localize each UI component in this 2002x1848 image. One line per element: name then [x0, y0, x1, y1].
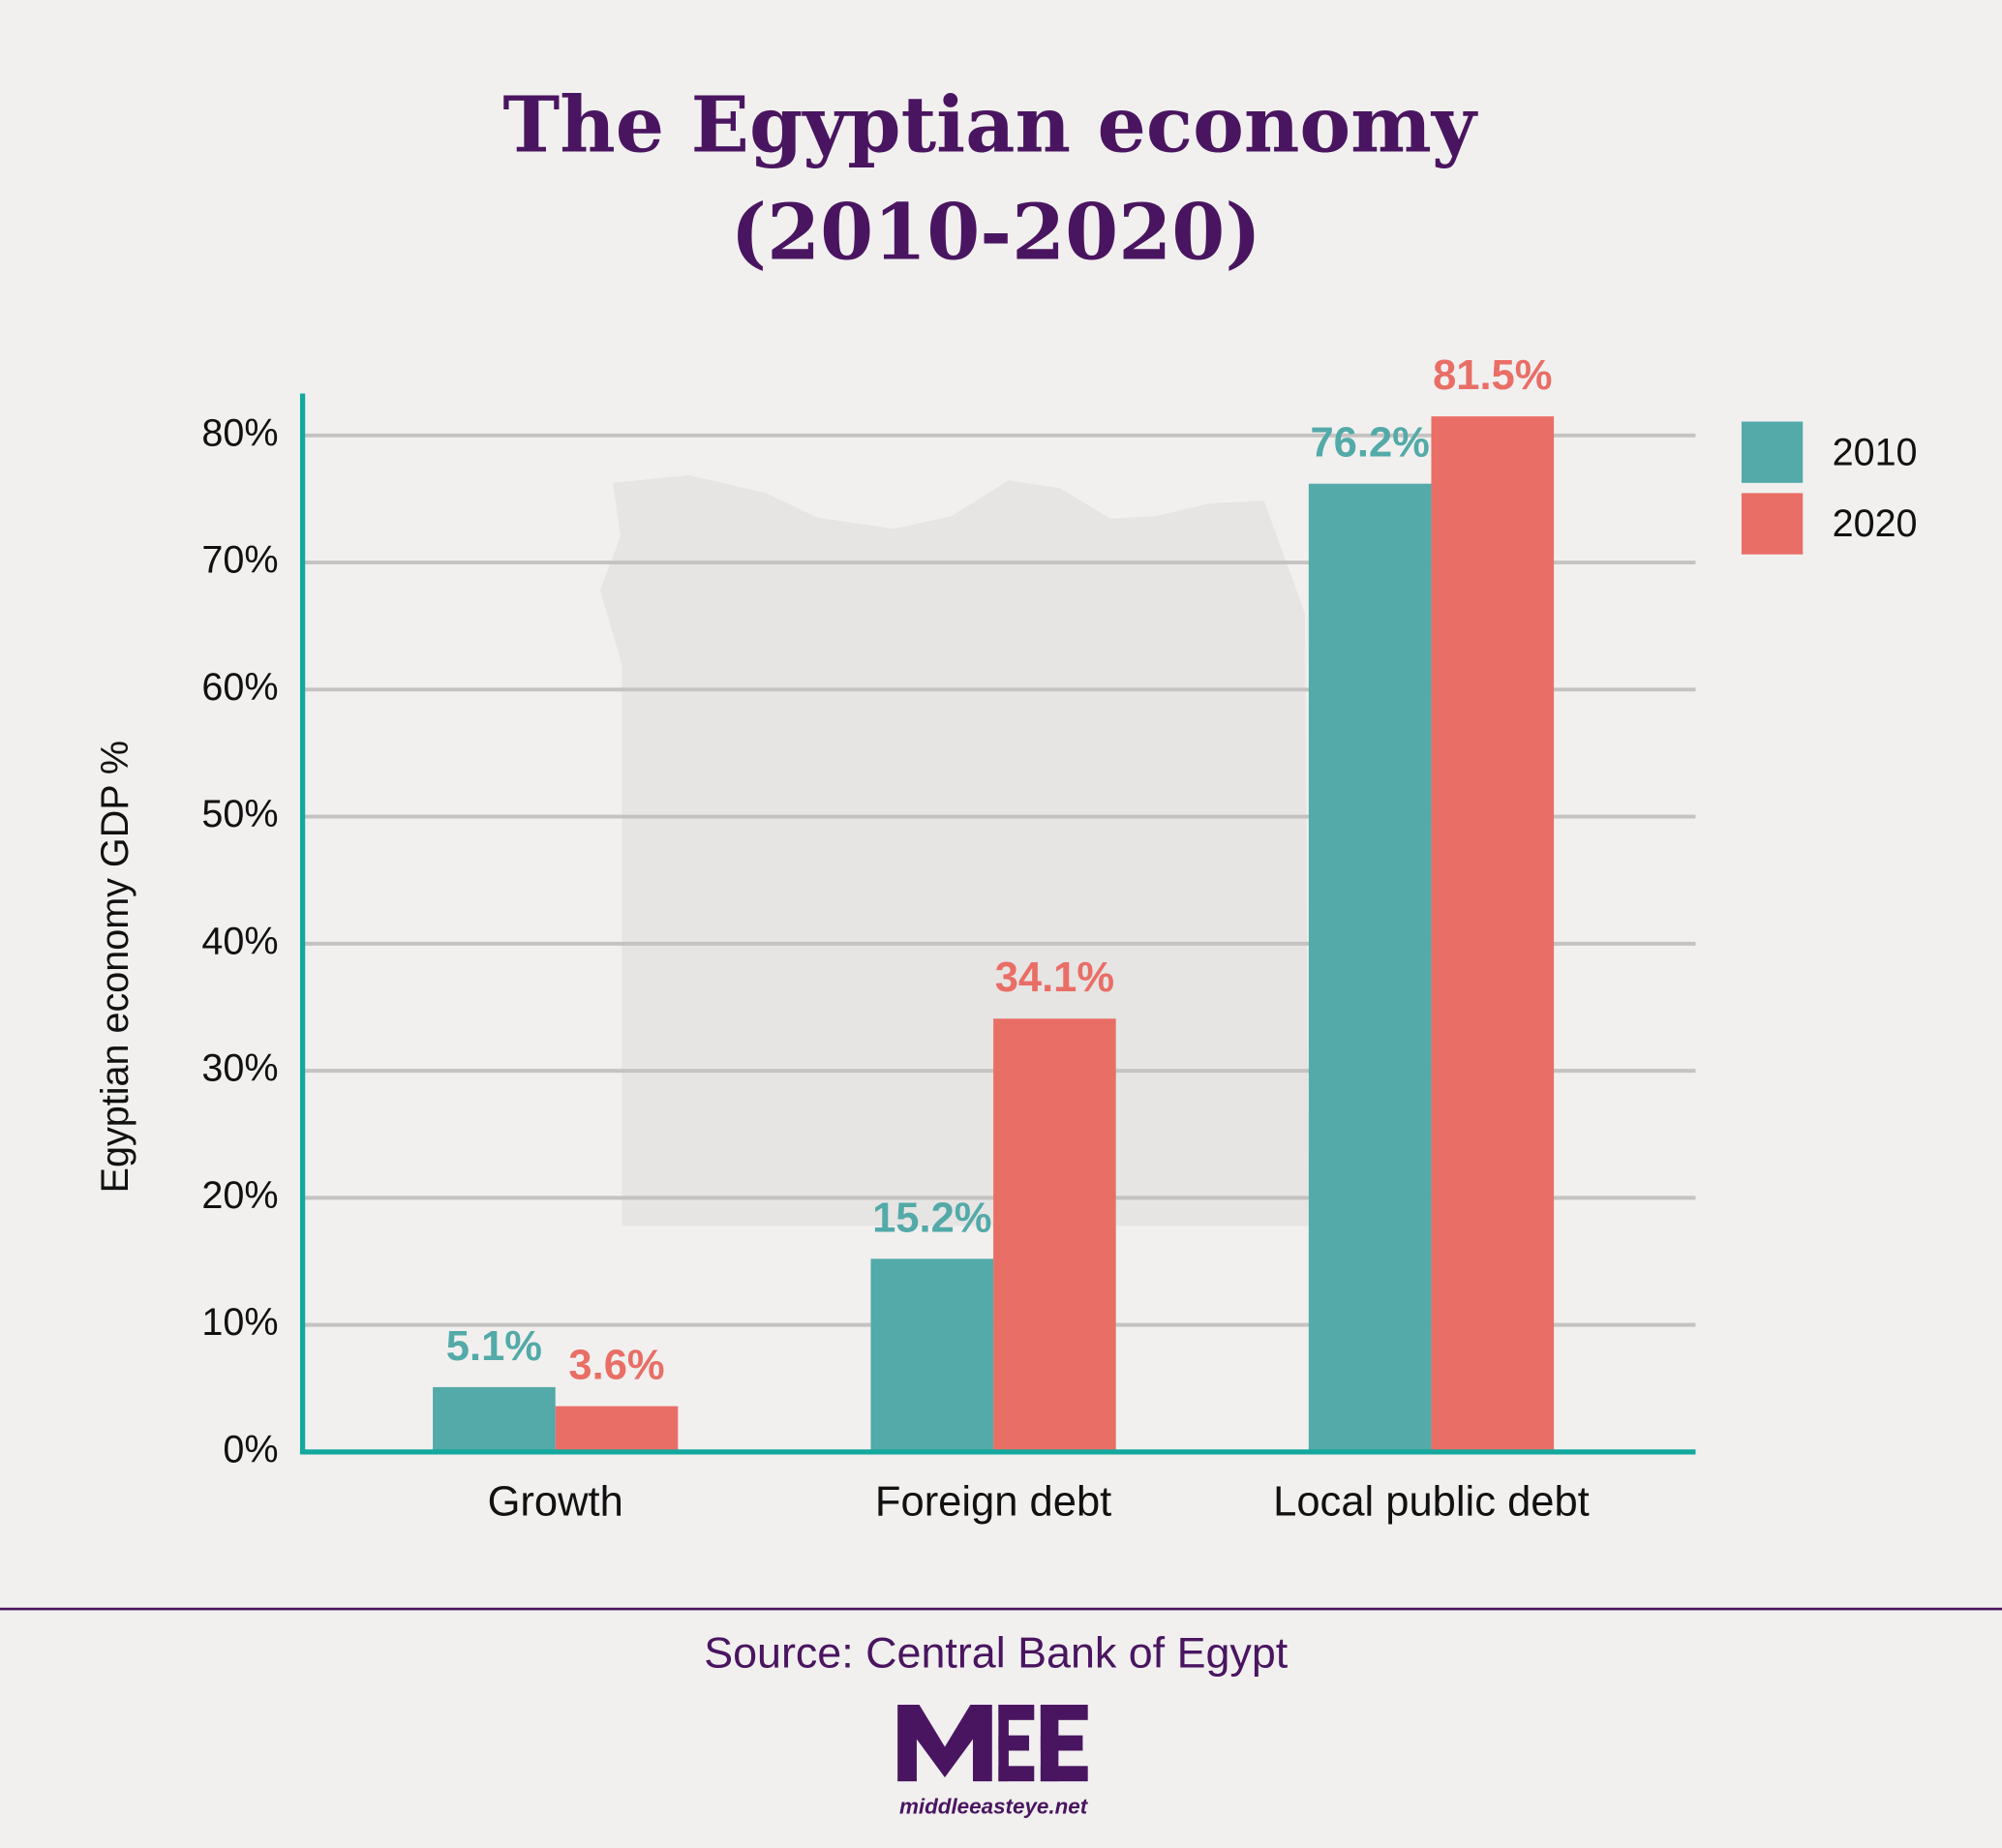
- x-tick-label: Growth: [488, 1478, 623, 1525]
- bar: [555, 1406, 679, 1452]
- legend-label: 2010: [1833, 431, 1918, 473]
- value-label: 34.1%: [995, 954, 1114, 1001]
- y-tick-label: 70%: [201, 539, 278, 582]
- logo: [897, 1704, 1088, 1782]
- logo-text: middleeasteye.net: [899, 1795, 1089, 1819]
- legend-swatch: [1741, 421, 1804, 483]
- map-silhouette: [599, 474, 1309, 1227]
- y-tick-label: 30%: [201, 1047, 278, 1090]
- y-tick-label: 40%: [201, 920, 278, 962]
- bar: [1431, 416, 1555, 1452]
- source: Source: Central Bank of Egypt: [704, 1628, 1289, 1678]
- y-tick-label: 0%: [223, 1428, 278, 1470]
- bar: [1308, 483, 1432, 1452]
- bar: [993, 1018, 1116, 1452]
- y-tick-label: 60%: [201, 666, 278, 709]
- y-tick-label: 10%: [201, 1301, 278, 1344]
- y-tick-label: 20%: [201, 1174, 278, 1217]
- y-tick-label: 80%: [201, 411, 278, 454]
- legend-swatch: [1741, 493, 1804, 555]
- value-label: 5.1%: [446, 1323, 542, 1370]
- x-tick-label: Local public debt: [1273, 1478, 1590, 1525]
- bar: [433, 1386, 556, 1452]
- value-label: 3.6%: [568, 1343, 664, 1389]
- x-tick-label: Foreign debt: [875, 1478, 1111, 1525]
- value-label: 81.5%: [1433, 352, 1552, 399]
- y-tick-label: 50%: [201, 793, 278, 835]
- legend-label: 2020: [1833, 502, 1918, 545]
- chart-title: The Egyptian economy: [502, 80, 1478, 170]
- y-axis-label: Egyptian economy GDP %: [94, 741, 136, 1193]
- value-label: 76.2%: [1310, 420, 1429, 467]
- chart-title: (2010-2020): [731, 187, 1261, 277]
- value-label: 15.2%: [872, 1195, 991, 1241]
- bar: [870, 1258, 994, 1452]
